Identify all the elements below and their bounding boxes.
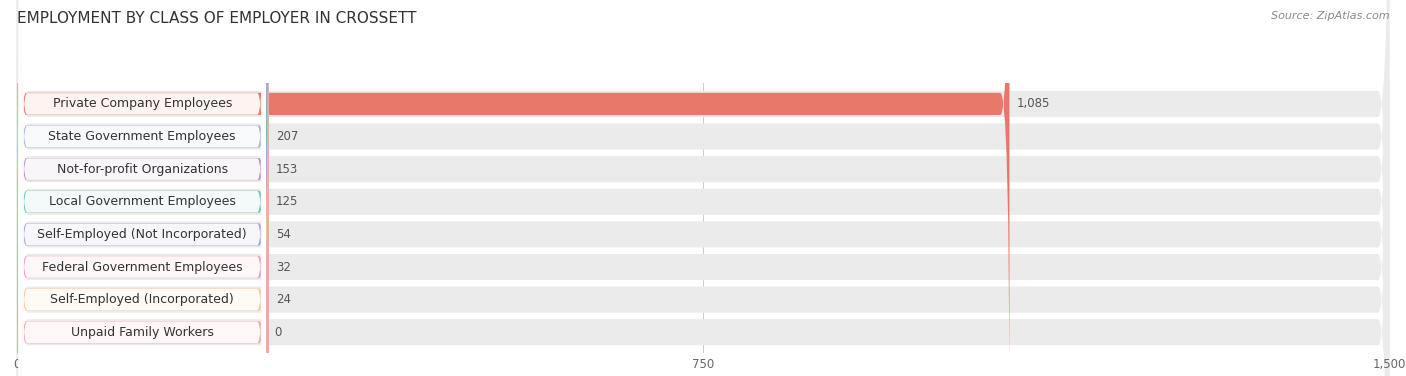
FancyBboxPatch shape — [17, 0, 269, 376]
Text: EMPLOYMENT BY CLASS OF EMPLOYER IN CROSSETT: EMPLOYMENT BY CLASS OF EMPLOYER IN CROSS… — [17, 11, 416, 26]
Text: 24: 24 — [276, 293, 291, 306]
FancyBboxPatch shape — [18, 17, 266, 376]
Text: Source: ZipAtlas.com: Source: ZipAtlas.com — [1271, 11, 1389, 21]
FancyBboxPatch shape — [17, 0, 1010, 376]
FancyBboxPatch shape — [18, 0, 266, 376]
FancyBboxPatch shape — [17, 0, 1389, 376]
Text: 125: 125 — [276, 195, 298, 208]
Text: 153: 153 — [276, 163, 298, 176]
FancyBboxPatch shape — [18, 0, 266, 376]
FancyBboxPatch shape — [18, 0, 266, 376]
FancyBboxPatch shape — [17, 0, 1389, 376]
FancyBboxPatch shape — [17, 0, 1389, 376]
Text: 32: 32 — [276, 261, 291, 273]
Text: 54: 54 — [276, 228, 291, 241]
Text: Local Government Employees: Local Government Employees — [49, 195, 236, 208]
FancyBboxPatch shape — [17, 0, 269, 376]
Text: State Government Employees: State Government Employees — [48, 130, 236, 143]
FancyBboxPatch shape — [18, 50, 266, 376]
Text: 1,085: 1,085 — [1017, 97, 1050, 111]
FancyBboxPatch shape — [17, 0, 1389, 376]
Text: Not-for-profit Organizations: Not-for-profit Organizations — [56, 163, 228, 176]
FancyBboxPatch shape — [17, 0, 1389, 376]
FancyBboxPatch shape — [17, 0, 1389, 376]
Text: Private Company Employees: Private Company Employees — [52, 97, 232, 111]
FancyBboxPatch shape — [18, 0, 266, 376]
FancyBboxPatch shape — [17, 0, 269, 376]
FancyBboxPatch shape — [18, 0, 266, 376]
Text: Self-Employed (Not Incorporated): Self-Employed (Not Incorporated) — [38, 228, 247, 241]
Text: Self-Employed (Incorporated): Self-Employed (Incorporated) — [51, 293, 233, 306]
FancyBboxPatch shape — [18, 0, 266, 376]
Text: Federal Government Employees: Federal Government Employees — [42, 261, 242, 273]
FancyBboxPatch shape — [17, 0, 1389, 376]
FancyBboxPatch shape — [17, 17, 269, 376]
FancyBboxPatch shape — [17, 0, 269, 376]
Text: Unpaid Family Workers: Unpaid Family Workers — [70, 326, 214, 339]
Text: 207: 207 — [276, 130, 298, 143]
FancyBboxPatch shape — [17, 0, 269, 376]
FancyBboxPatch shape — [17, 0, 1389, 376]
Text: 0: 0 — [274, 326, 281, 339]
FancyBboxPatch shape — [17, 0, 269, 376]
